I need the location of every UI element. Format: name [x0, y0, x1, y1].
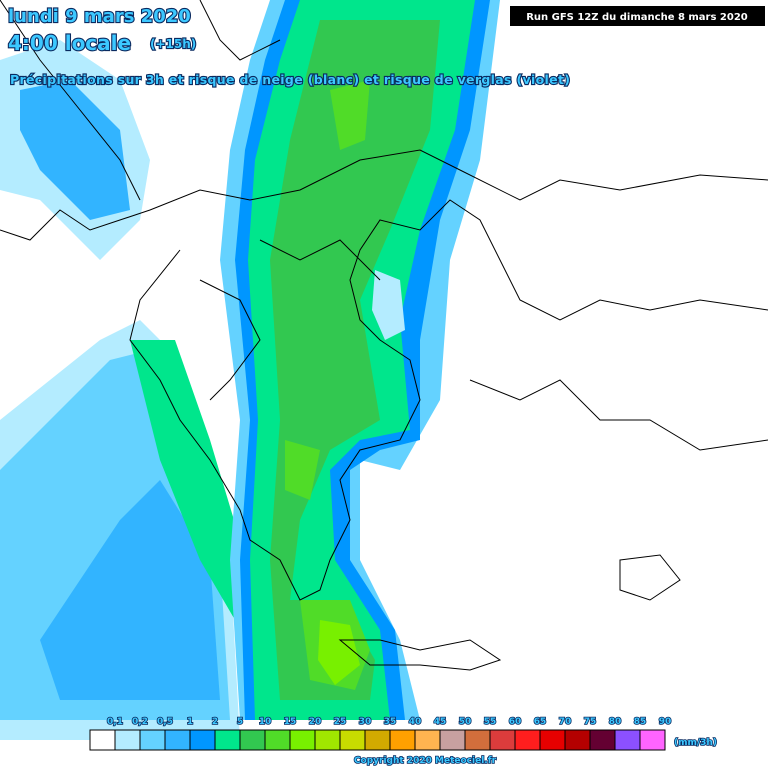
legend-label: 45: [434, 717, 447, 727]
precip-area: [372, 270, 405, 340]
island: [338, 639, 502, 671]
legend-label: 75: [584, 717, 597, 727]
legend-swatch: [264, 729, 291, 751]
legend-label: 80: [609, 717, 622, 727]
legend-swatch: [489, 729, 516, 751]
legend-unit: (mm/3h): [674, 738, 717, 748]
legend-swatch: [614, 729, 641, 751]
legend-label: 0,2: [132, 717, 148, 727]
legend-label: 15: [284, 717, 297, 727]
legend-label: 0,5: [157, 717, 173, 727]
legend-swatch: [314, 729, 341, 751]
coastlines: [0, 0, 768, 671]
legend-swatch: [189, 729, 216, 751]
legend-swatch: [239, 729, 266, 751]
legend-swatch: [339, 729, 366, 751]
legend-label: 60: [509, 717, 522, 727]
run-box: [510, 6, 765, 26]
legend-swatch: [364, 729, 391, 751]
legend-label: 90: [659, 717, 672, 727]
legend-swatch: [539, 729, 566, 751]
precip-area: [130, 340, 240, 620]
coastline: [0, 0, 281, 201]
legend-swatch: [214, 729, 241, 751]
legend-swatch: [89, 729, 116, 751]
border: [199, 239, 381, 401]
legend-label: 40: [409, 717, 422, 727]
legend-label: 50: [459, 717, 472, 727]
legend-label: 20: [309, 717, 322, 727]
legend-swatch: [389, 729, 416, 751]
precip-area: [20, 80, 130, 220]
legend-label: 10: [259, 717, 272, 727]
precip-area: [318, 620, 360, 685]
legend-swatch: [114, 729, 141, 751]
legend-swatch: [639, 729, 666, 751]
legend-label: 70: [559, 717, 572, 727]
offset: (+15h): [150, 37, 196, 51]
date: lundi 9 mars 2020: [8, 6, 191, 27]
legend-label: 1: [187, 717, 193, 727]
legend-swatch: [164, 729, 191, 751]
legend-swatch: [439, 729, 466, 751]
island: [619, 554, 681, 601]
legend-label: 55: [484, 717, 497, 727]
legend-label: 85: [634, 717, 647, 727]
coastline: [469, 379, 768, 451]
precip-area: [40, 480, 220, 700]
precip-area: [285, 80, 370, 500]
legend-label: 65: [534, 717, 547, 727]
coastline: [0, 149, 768, 241]
legend-swatch: [414, 729, 441, 751]
run-label: Run GFS 12Z du dimanche 8 mars 2020: [526, 12, 748, 23]
legend-swatch: [589, 729, 616, 751]
legend-label: 30: [359, 717, 372, 727]
legend-swatch: [464, 729, 491, 751]
legend-label: 35: [384, 717, 397, 727]
legend-swatch: [139, 729, 166, 751]
legend: 0,1 0,2 0,5 1 2 5 10 15 20 25 30 35 40 45 50 55 60 65 70 75…: [89, 716, 672, 751]
copyright: Copyright 2020 Meteociel.fr: [354, 756, 497, 766]
coastline: [129, 199, 768, 601]
subtitle: Précipitations sur 3h et risque de neige…: [10, 72, 570, 87]
legend-label: 5: [237, 717, 243, 727]
legend-label: 0,1: [107, 717, 123, 727]
legend-label: 2: [212, 717, 218, 727]
legend-swatch: [564, 729, 591, 751]
precip-area: [270, 20, 440, 700]
time: 4:00 locale: [8, 31, 131, 55]
legend-swatch: [289, 729, 316, 751]
legend-swatch: [514, 729, 541, 751]
legend-label: 25: [334, 717, 347, 727]
